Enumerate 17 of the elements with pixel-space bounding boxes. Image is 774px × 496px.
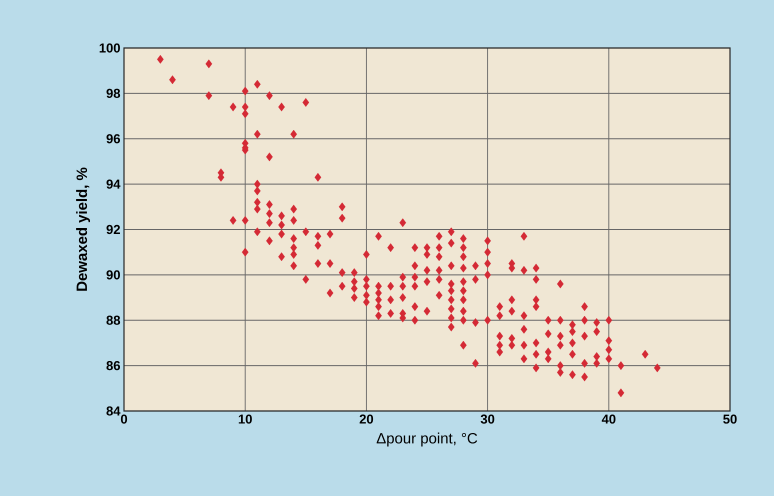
- y-tick-label: 94: [106, 180, 120, 189]
- y-tick-label: 90: [106, 270, 120, 280]
- y-tick-label: 100: [100, 43, 120, 53]
- y-tick-label: 92: [106, 224, 120, 234]
- x-tick-label: 20: [360, 414, 374, 424]
- x-tick-label: 40: [602, 414, 616, 424]
- x-tick-label: 10: [238, 414, 252, 424]
- y-tick-label: 88: [106, 316, 120, 325]
- y-tick-label: 96: [106, 134, 120, 144]
- x-tick-label: 50: [723, 414, 737, 424]
- y-tick-label: 86: [106, 361, 120, 370]
- x-axis-title: Δpour point, °C: [376, 432, 478, 446]
- x-tick-label: 0: [120, 414, 128, 424]
- y-tick-label: 98: [106, 88, 120, 98]
- y-axis-title: Dewaxed yield, %: [76, 168, 90, 291]
- y-tick-label: 84: [106, 406, 120, 416]
- x-tick-label: 30: [480, 414, 494, 424]
